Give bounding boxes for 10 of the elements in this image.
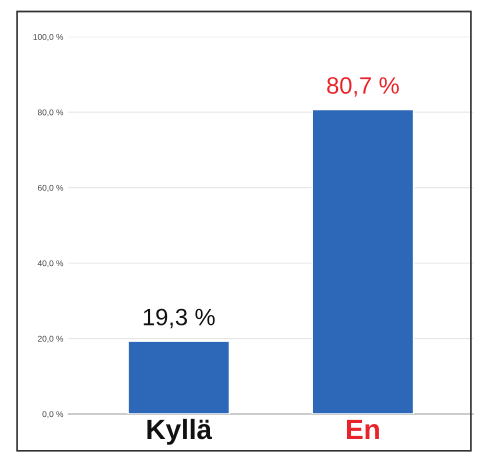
x-tick-label: Kyllä (147, 418, 212, 445)
x-tick-label: En (347, 420, 379, 439)
y-tick-label: 80,0 % (38, 109, 64, 116)
y-tick-label: 60,0 % (38, 184, 64, 192)
data-label: 19,3 % (144, 308, 215, 328)
y-tick-label: 0,0 % (42, 411, 64, 418)
y-tick-label: 100,0 % (34, 34, 64, 41)
data-label: 80,7 % (327, 77, 399, 97)
y-tick-label: 20,0 % (38, 336, 64, 343)
y-tick-label: 40,0 % (38, 260, 64, 268)
